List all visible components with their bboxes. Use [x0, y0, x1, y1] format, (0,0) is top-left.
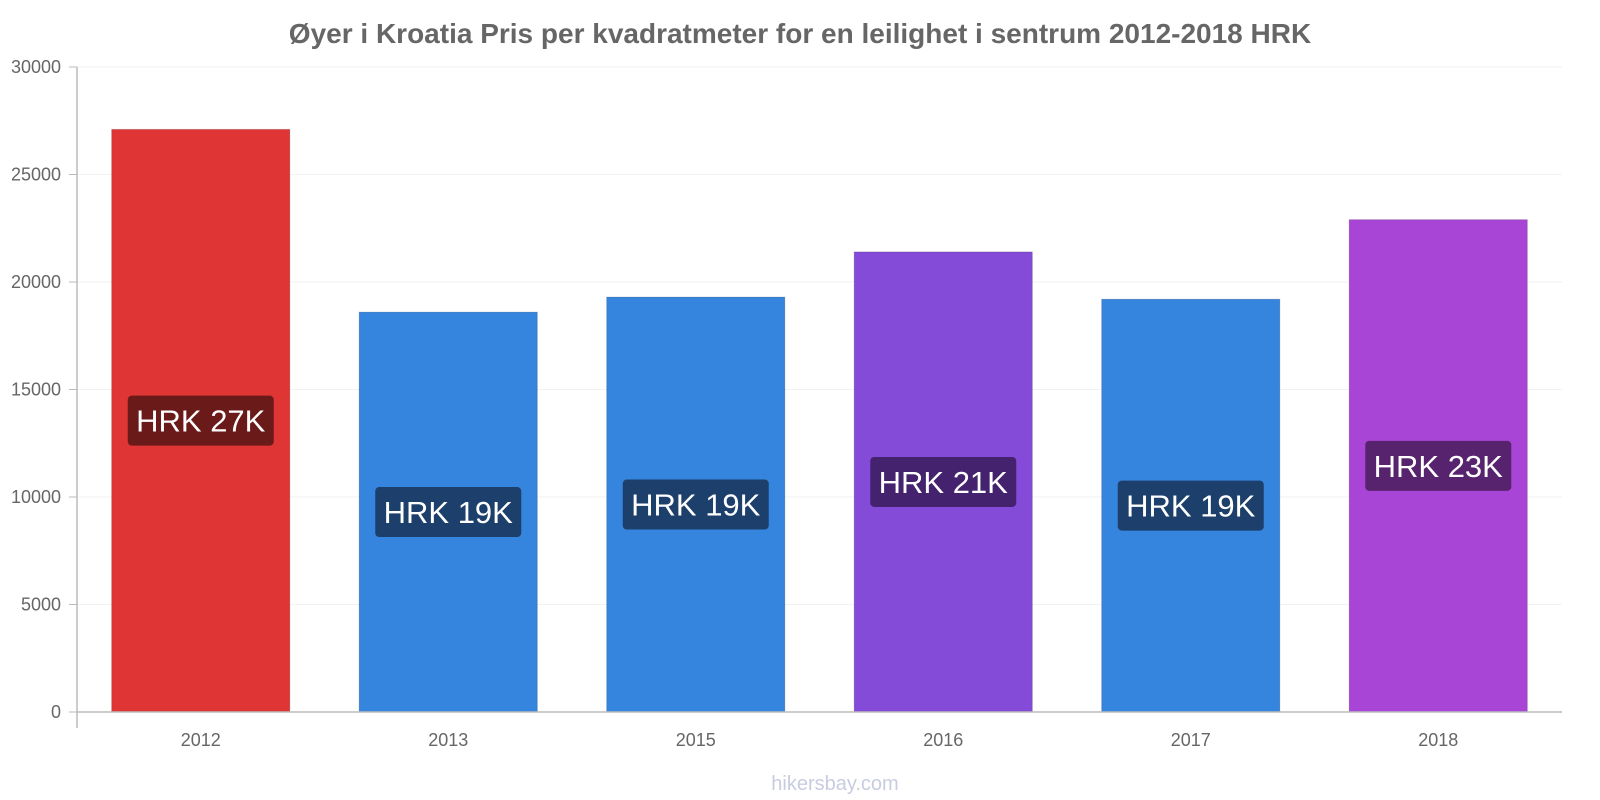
data-label-box	[870, 456, 1017, 507]
x-tick-label: 2015	[676, 730, 716, 750]
data-label: HRK 23K	[1374, 449, 1504, 484]
y-tick-label: 15000	[11, 380, 61, 400]
x-tick-label: 2017	[1171, 730, 1211, 750]
watermark: hikersbay.com	[771, 773, 898, 795]
y-tick-label: 5000	[21, 595, 61, 615]
data-label: HRK 19K	[1126, 489, 1256, 524]
data-label: HRK 19K	[384, 495, 514, 530]
x-tick-label: 2013	[428, 730, 468, 750]
axes	[76, 67, 1562, 728]
x-tick-label: 2018	[1418, 730, 1458, 750]
y-tick-label: 25000	[11, 165, 61, 185]
data-label-box	[127, 395, 274, 446]
grid-lines	[77, 66, 1562, 605]
data-label-box	[375, 487, 522, 538]
data-label: HRK 19K	[631, 488, 761, 523]
x-tick-label: 2016	[923, 730, 963, 750]
chart-title: Øyer i Kroatia Pris per kvadratmeter for…	[289, 18, 1311, 49]
data-label-box	[1117, 480, 1264, 531]
y-tick-label: 0	[51, 702, 61, 722]
data-label: HRK 21K	[879, 465, 1009, 500]
data-label-box	[622, 479, 769, 530]
x-axis-ticks: 2012 2013 2015 2016 2017 2018	[181, 730, 1459, 750]
x-tick-label: 2012	[181, 730, 221, 750]
y-axis-ticks: 0 5000 10000 15000 20000 25000 30000	[11, 57, 77, 722]
data-label: HRK 27K	[136, 404, 266, 439]
y-tick-label: 10000	[11, 487, 61, 507]
data-label-box	[1365, 440, 1512, 491]
data-labels: HRK 27K HRK 19K HRK 19K HRK 21K HRK 19K HRK 2…	[127, 395, 1512, 538]
bars	[111, 128, 1528, 713]
y-tick-label: 20000	[11, 272, 61, 292]
y-tick-label: 30000	[11, 57, 61, 77]
